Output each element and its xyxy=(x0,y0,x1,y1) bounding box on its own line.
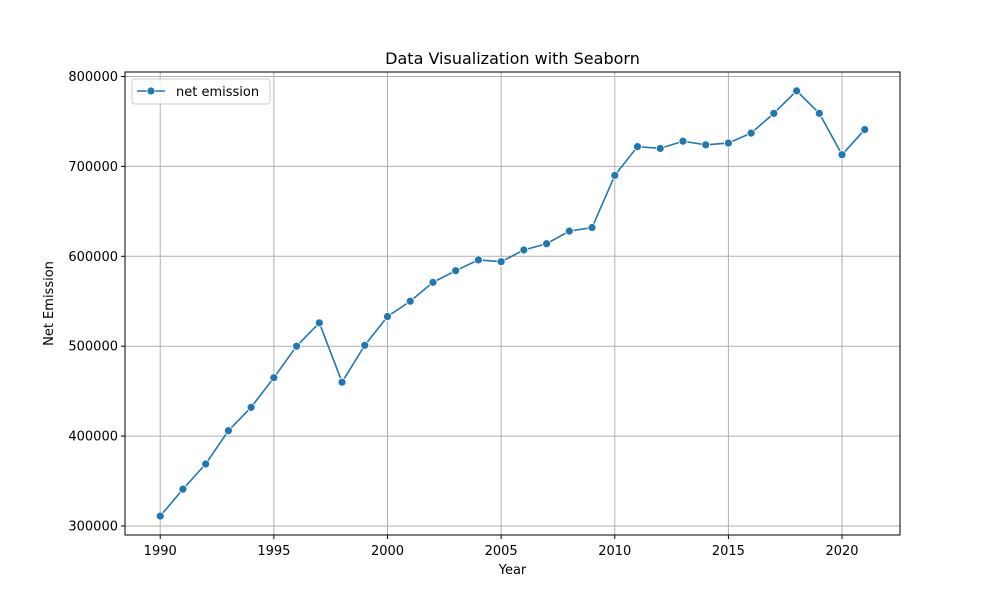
y-tick-label: 600000 xyxy=(68,250,118,265)
data-point xyxy=(746,128,756,138)
data-point xyxy=(360,340,370,350)
data-point xyxy=(474,255,483,265)
data-point xyxy=(337,377,347,387)
x-tick-label: 2000 xyxy=(371,544,404,559)
y-tick-label: 400000 xyxy=(68,430,118,445)
legend-entry-net-emission: net emission xyxy=(176,85,259,100)
y-tick-label: 300000 xyxy=(68,520,118,535)
y-tick-label: 800000 xyxy=(68,70,118,85)
data-point xyxy=(655,144,665,153)
data-point xyxy=(292,341,301,351)
x-tick-label: 2015 xyxy=(712,544,745,559)
legend-marker-swatch xyxy=(146,86,156,96)
x-tick-label: 1995 xyxy=(257,544,290,559)
legend: net emission xyxy=(131,78,271,105)
data-point xyxy=(201,459,211,469)
data-point xyxy=(383,312,392,321)
data-point xyxy=(224,426,233,436)
series-line xyxy=(159,90,866,517)
series-net-emission xyxy=(155,86,870,521)
data-point xyxy=(837,150,847,160)
data-point xyxy=(587,223,597,232)
plot-frame xyxy=(124,71,901,536)
data-point xyxy=(860,125,870,134)
data-point xyxy=(405,296,415,306)
data-point xyxy=(724,138,733,148)
chart-title: Data Visualization with Seaborn xyxy=(385,49,640,68)
data-point xyxy=(610,170,620,180)
data-point xyxy=(496,257,506,267)
x-tick-label: 2005 xyxy=(485,544,518,559)
data-point xyxy=(155,511,165,521)
x-axis-label: Year xyxy=(498,563,527,578)
data-point xyxy=(814,108,824,118)
data-point xyxy=(542,239,551,249)
data-point xyxy=(178,484,188,494)
x-tick-label: 2010 xyxy=(598,544,631,559)
y-axis-label: Net Emission xyxy=(42,261,57,346)
data-point xyxy=(633,142,642,152)
data-point xyxy=(564,226,574,236)
data-point xyxy=(428,277,438,287)
data-point xyxy=(269,373,279,383)
y-tick-label: 500000 xyxy=(68,340,118,355)
data-point xyxy=(314,318,324,328)
data-point xyxy=(792,86,801,96)
y-tick-label: 700000 xyxy=(68,160,118,175)
axis-ticks: 1990 1995 2000 2005 2010 2015 2020 300000 400000… xyxy=(68,70,858,559)
data-point xyxy=(769,108,779,118)
data-point xyxy=(246,402,256,412)
data-point xyxy=(678,136,688,146)
legend-box xyxy=(131,78,271,105)
x-tick-label: 2020 xyxy=(825,544,858,559)
x-tick-label: 1990 xyxy=(144,544,177,559)
data-point xyxy=(701,140,711,150)
data-point xyxy=(451,266,461,276)
grid-lines xyxy=(125,72,900,535)
data-point xyxy=(519,245,529,255)
